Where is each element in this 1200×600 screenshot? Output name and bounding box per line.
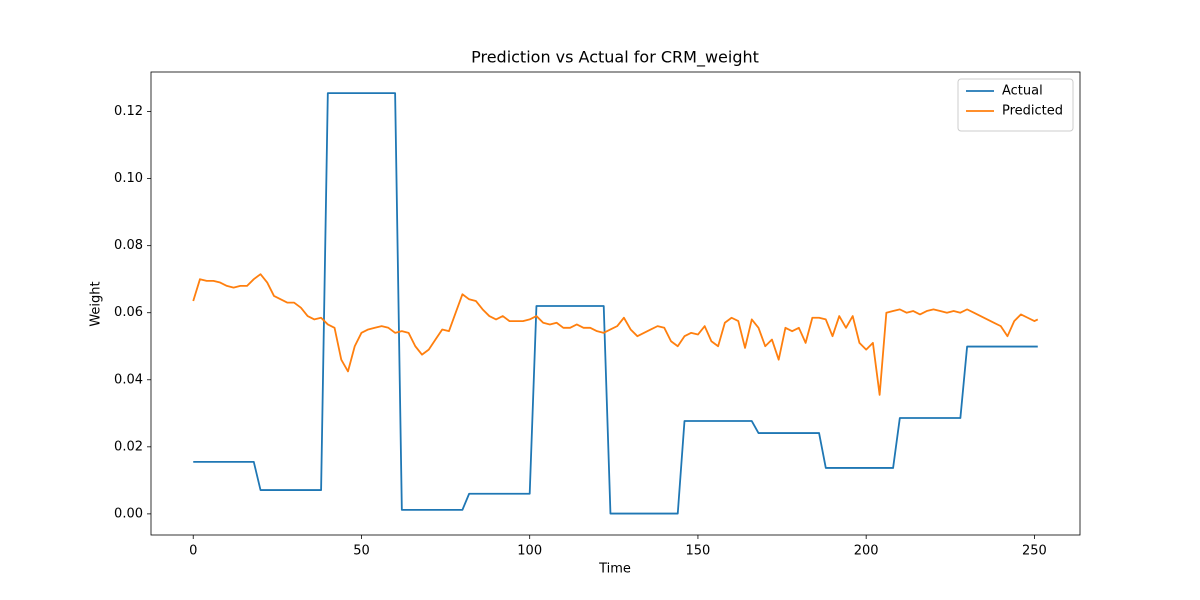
y-tick-label: 0.00 [114,506,143,521]
chart-title: Prediction vs Actual for CRM_weight [471,48,759,68]
x-tick-label: 0 [189,544,197,559]
y-tick-label: 0.12 [114,104,143,119]
x-tick-label: 150 [686,544,711,559]
x-tick-label: 50 [353,544,370,559]
x-tick-label: 100 [517,544,542,559]
y-tick-label: 0.02 [114,439,143,454]
y-tick-label: 0.10 [114,171,143,186]
y-axis-label: Weight [89,281,104,326]
x-tick-label: 200 [854,544,879,559]
plot-frame [150,71,1081,536]
x-axis-label: Time [598,562,631,577]
y-tick-label: 0.04 [114,372,143,387]
series-line [192,273,1039,396]
legend-label: Actual [1002,84,1043,99]
legend-label: Predicted [1002,104,1063,119]
y-tick-label: 0.08 [114,238,143,253]
y-tick-label: 0.06 [114,305,143,320]
legend-box [957,78,1074,132]
x-tick-label: 250 [1022,544,1047,559]
series-line [193,92,1038,515]
